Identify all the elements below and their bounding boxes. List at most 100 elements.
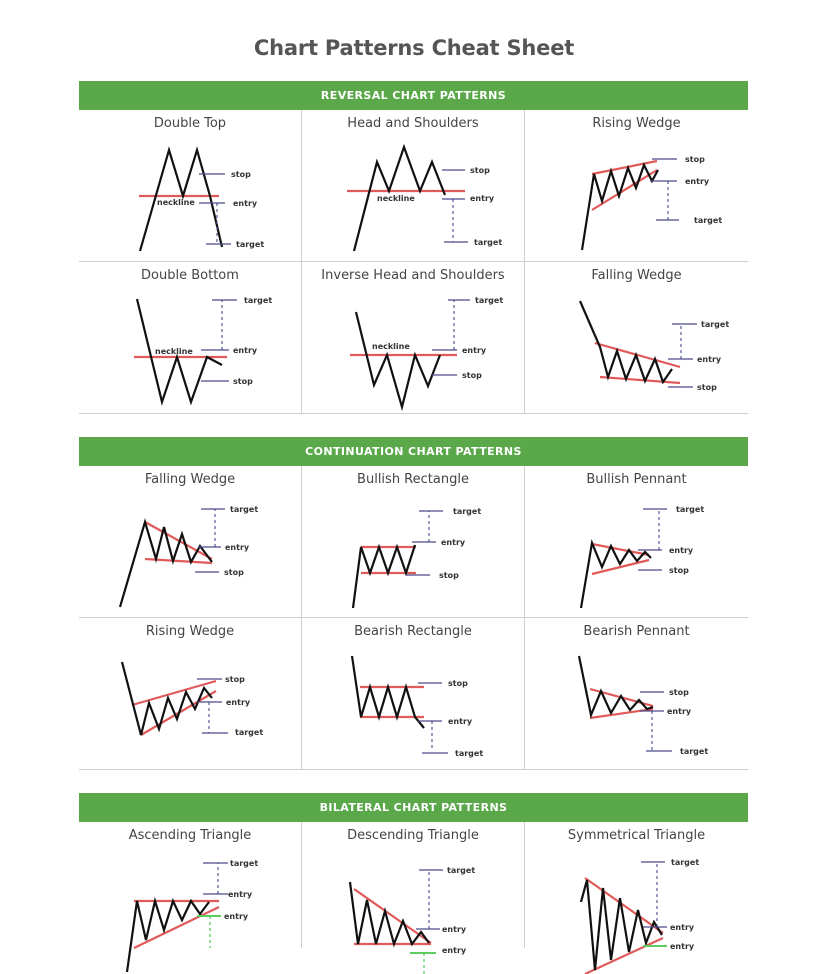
pattern-title: Bullish Pennant bbox=[586, 472, 687, 487]
entry-label: entry bbox=[462, 346, 487, 355]
stop-label: stop bbox=[462, 371, 482, 380]
target-label: target bbox=[474, 238, 502, 247]
stop-label: stop bbox=[231, 170, 251, 179]
target-label: target bbox=[701, 320, 729, 329]
target-label: target bbox=[455, 749, 483, 758]
pattern-card-ascending-triangle: Ascending Triangle target entry entry bbox=[79, 822, 302, 973]
target-label: target bbox=[230, 859, 258, 868]
target-label: target bbox=[447, 866, 475, 875]
pattern-card-rising-wedge: Rising Wedge stop entry target bbox=[79, 618, 302, 770]
rising-wedge-diagram: stop entry target bbox=[580, 155, 722, 251]
entry-label-alt: entry bbox=[670, 942, 695, 951]
double-bottom-diagram: neckline target entry stop bbox=[134, 296, 272, 406]
entry-label-alt: entry bbox=[224, 912, 249, 921]
bearish-pennant-diagram: stop entry target bbox=[577, 655, 708, 756]
stop-label: stop bbox=[669, 688, 689, 697]
entry-label: entry bbox=[470, 194, 495, 203]
stop-label: stop bbox=[685, 155, 705, 164]
pattern-title: Bearish Rectangle bbox=[354, 624, 472, 639]
bullish-pennant-diagram: target entry stop bbox=[579, 505, 704, 609]
entry-label-alt: entry bbox=[442, 946, 467, 955]
pattern-title: Inverse Head and Shoulders bbox=[321, 268, 505, 283]
pattern-card-falling-wedge: Falling Wedge target entry stop bbox=[525, 262, 748, 414]
pattern-card-inverse-head-and-shoulders: Inverse Head and Shoulders neckline targ… bbox=[302, 262, 525, 414]
neckline-label: neckline bbox=[155, 347, 193, 356]
bearish-rectangle-diagram: stop entry target bbox=[350, 655, 483, 758]
symmetrical-triangle-diagram: target entry entry bbox=[579, 858, 699, 974]
stop-label: stop bbox=[439, 571, 459, 580]
stop-label: stop bbox=[448, 679, 468, 688]
target-label: target bbox=[676, 505, 704, 514]
falling-wedge-diagram: target entry stop bbox=[118, 505, 258, 608]
bilateral-section: BILATERAL CHART PATTERNS Ascending Trian… bbox=[79, 793, 748, 974]
stop-label: stop bbox=[233, 377, 253, 386]
double-top-diagram: neckline stop entry target bbox=[138, 146, 264, 252]
pattern-card-bearish-rectangle: Bearish Rectangle stop entry target bbox=[302, 618, 525, 770]
entry-label: entry bbox=[441, 538, 466, 547]
pattern-title: Rising Wedge bbox=[145, 624, 235, 639]
stop-label: stop bbox=[669, 566, 689, 575]
entry-label: entry bbox=[667, 707, 692, 716]
pattern-title: Bearish Pennant bbox=[583, 624, 690, 639]
continuation-section: CONTINUATION CHART PATTERNS Falling Wedg… bbox=[79, 437, 748, 770]
entry-label: entry bbox=[697, 355, 722, 364]
pattern-card-double-bottom: Double Bottom neckline target entry stop bbox=[79, 262, 302, 414]
pattern-card-rising-wedge: Rising Wedge stop entry target bbox=[525, 110, 748, 262]
entry-label: entry bbox=[233, 199, 258, 208]
pattern-title: Double Top bbox=[153, 116, 227, 131]
entry-label: entry bbox=[225, 543, 250, 552]
head-and-shoulders-diagram: neckline stop entry target bbox=[347, 143, 502, 252]
pattern-card-bullish-rectangle: Bullish Rectangle target entry stop bbox=[302, 466, 525, 618]
target-label: target bbox=[235, 728, 263, 737]
target-label: target bbox=[694, 216, 722, 225]
target-label: target bbox=[230, 505, 258, 514]
pattern-card-bearish-pennant: Bearish Pennant stop entry target bbox=[525, 618, 748, 770]
page-title: Chart Patterns Cheat Sheet bbox=[253, 36, 575, 60]
target-label: target bbox=[236, 240, 264, 249]
pattern-title: Double Bottom bbox=[141, 268, 239, 283]
stop-label: stop bbox=[225, 675, 245, 684]
pattern-title: Falling Wedge bbox=[591, 268, 682, 283]
pattern-title: Bullish Rectangle bbox=[357, 472, 469, 487]
neckline-label: neckline bbox=[372, 342, 410, 351]
target-label: target bbox=[453, 507, 481, 516]
pattern-card-symmetrical-triangle: Symmetrical Triangle target entry entry bbox=[525, 822, 748, 974]
pattern-card-head-and-shoulders: Head and Shoulders neckline stop entry t… bbox=[302, 110, 525, 262]
stop-label: stop bbox=[224, 568, 244, 577]
inverse-head-and-shoulders-diagram: neckline target entry stop bbox=[350, 296, 503, 412]
entry-label: entry bbox=[442, 925, 467, 934]
entry-label: entry bbox=[228, 890, 253, 899]
entry-label: entry bbox=[669, 546, 694, 555]
rising-wedge-diagram: stop entry target bbox=[120, 661, 263, 737]
section-banner: REVERSAL CHART PATTERNS bbox=[79, 81, 748, 110]
pattern-card-bullish-pennant: Bullish Pennant target entry stop bbox=[525, 466, 748, 618]
neckline-label: neckline bbox=[157, 198, 195, 207]
falling-wedge-diagram: target entry stop bbox=[578, 300, 729, 392]
target-label: target bbox=[671, 858, 699, 867]
target-label: target bbox=[244, 296, 272, 305]
target-label: target bbox=[475, 296, 503, 305]
entry-label: entry bbox=[670, 923, 695, 932]
neckline-label: neckline bbox=[377, 194, 415, 203]
section-banner: BILATERAL CHART PATTERNS bbox=[79, 793, 748, 822]
pattern-title: Ascending Triangle bbox=[128, 828, 252, 843]
stop-label: stop bbox=[470, 166, 490, 175]
reversal-section: REVERSAL CHART PATTERNS Double Top neckl… bbox=[79, 81, 748, 414]
pattern-title: Symmetrical Triangle bbox=[567, 828, 706, 843]
pattern-card-falling-wedge: Falling Wedge target entry stop bbox=[79, 466, 302, 618]
pattern-title: Head and Shoulders bbox=[347, 116, 479, 131]
target-label: target bbox=[680, 747, 708, 756]
entry-label: entry bbox=[226, 698, 251, 707]
ascending-triangle-diagram: target entry entry bbox=[125, 859, 258, 973]
entry-label: entry bbox=[685, 177, 710, 186]
section-banner: CONTINUATION CHART PATTERNS bbox=[79, 437, 748, 466]
pattern-card-descending-triangle: Descending Triangle target entry entry bbox=[302, 822, 525, 974]
entry-label: entry bbox=[233, 346, 258, 355]
stop-label: stop bbox=[697, 383, 717, 392]
pattern-title: Falling Wedge bbox=[144, 472, 236, 487]
entry-label: entry bbox=[448, 717, 473, 726]
descending-triangle-diagram: target entry entry bbox=[348, 866, 475, 974]
pattern-card-double-top: Double Top neckline stop entry target bbox=[79, 110, 302, 262]
pattern-title: Descending Triangle bbox=[347, 828, 479, 843]
pattern-title: Rising Wedge bbox=[592, 116, 681, 131]
